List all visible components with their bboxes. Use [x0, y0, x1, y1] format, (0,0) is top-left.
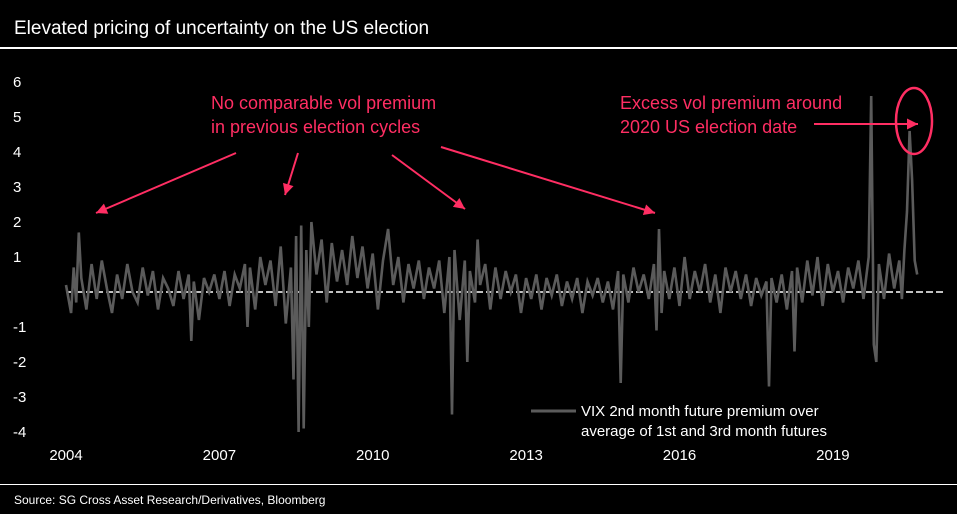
legend-label-line1: VIX 2nd month future premium over [581, 403, 819, 420]
annotation-arrowhead [907, 118, 918, 130]
annotation-arrows [95, 118, 918, 215]
annotation-arrowhead [642, 204, 655, 215]
footer-divider [0, 484, 957, 485]
source-note: Source: SG Cross Asset Research/Derivati… [14, 493, 326, 507]
annotation-arrow-line [391, 154, 466, 210]
annotation-right-line2: 2020 US election date [620, 117, 797, 137]
x-tick-label: 2013 [509, 447, 542, 464]
y-tick-label: -1 [13, 319, 26, 336]
annotation-arrowhead [96, 203, 109, 214]
x-tick-label: 2004 [49, 447, 82, 464]
x-tick-label: 2019 [816, 447, 849, 464]
x-axis-ticks: 2004 2007 2010 2013 2016 2019 [49, 447, 849, 464]
x-tick-label: 2016 [663, 447, 696, 464]
annotation-arrowhead [283, 182, 294, 195]
annotation-left-line1: No comparable vol premium [211, 93, 436, 113]
y-tick-label: -4 [13, 424, 26, 441]
annotation-arrow-line [440, 146, 656, 214]
annotation-arrow-line [95, 152, 237, 214]
y-axis-ticks: 6 5 4 3 2 1 -1 -2 -3 -4 [13, 74, 26, 441]
y-tick-label: 4 [13, 144, 21, 161]
chart-title: Elevated pricing of uncertainty on the U… [14, 18, 430, 39]
annotation-right-line1: Excess vol premium around [620, 93, 842, 113]
y-tick-label: -3 [13, 389, 26, 406]
x-tick-label: 2007 [203, 447, 236, 464]
y-tick-label: -2 [13, 354, 26, 371]
y-tick-label: 1 [13, 249, 21, 266]
x-tick-label: 2010 [356, 447, 389, 464]
title-divider [0, 47, 957, 49]
annotation-left-line2: in previous election cycles [211, 117, 420, 137]
annotation-arrowhead [452, 198, 465, 209]
y-tick-label: 5 [13, 109, 21, 126]
highlight-ellipse [894, 86, 934, 156]
legend-label-line2: average of 1st and 3rd month futures [581, 423, 827, 440]
y-tick-label: 2 [13, 214, 21, 231]
y-tick-label: 6 [13, 74, 21, 91]
series-line-vix-premium [64, 95, 919, 433]
y-tick-label: 3 [13, 179, 21, 196]
